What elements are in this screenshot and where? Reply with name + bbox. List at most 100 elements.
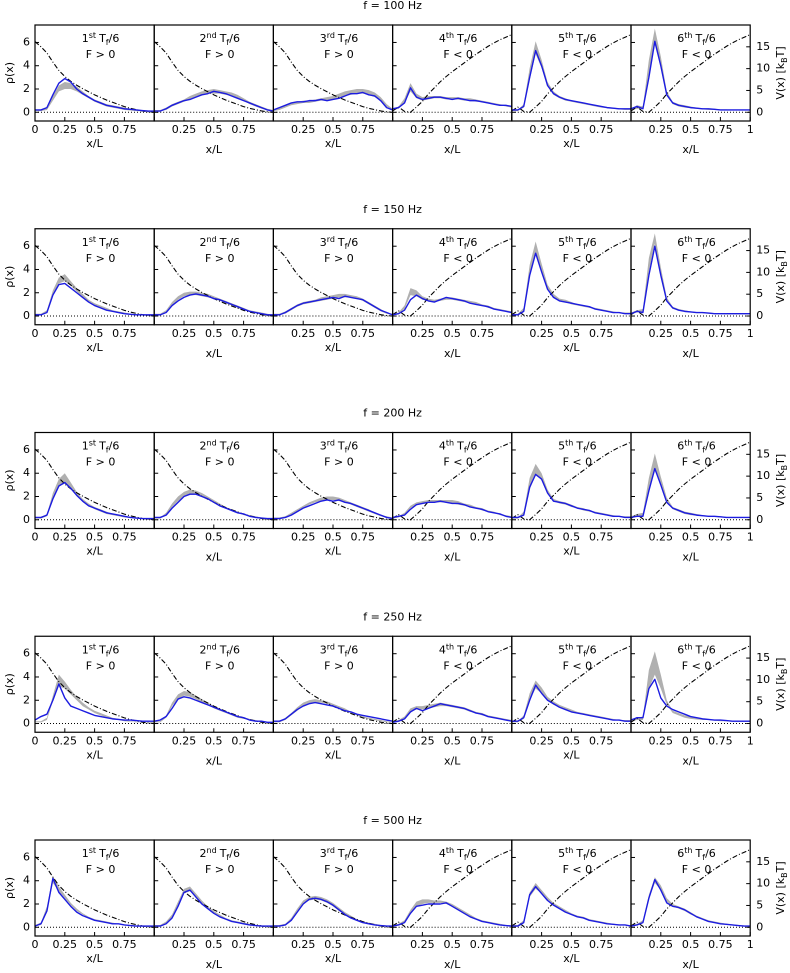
plot-area — [273, 41, 393, 113]
plot-area — [511, 645, 631, 725]
y2-label-text: T] — [774, 861, 787, 873]
x-axis-label: x/L — [86, 341, 103, 354]
period-sub: f — [106, 649, 109, 658]
period: T — [337, 643, 345, 656]
x-tick-label: 0.75 — [708, 123, 733, 136]
x-tick-label: 0.75 — [589, 938, 614, 951]
x-tick-label: 0.5 — [324, 734, 342, 747]
plot-area — [392, 237, 512, 317]
potential-line — [631, 237, 751, 317]
fraction: /6 — [586, 643, 597, 656]
y2-label-text: V(x) [k — [774, 62, 787, 99]
y2-label-text: T] — [774, 250, 787, 262]
ordinal: 3 — [320, 32, 327, 45]
panel-label: 4th Tf/6 — [439, 234, 478, 250]
x-tick-label: 0.75 — [589, 123, 614, 136]
ordinal-suffix: rd — [327, 438, 335, 447]
x-tick-label: 0 — [32, 123, 39, 136]
density-line — [392, 87, 512, 110]
potential-line — [631, 645, 751, 725]
x-tick-label: 1 — [747, 734, 754, 747]
spread-band — [273, 496, 393, 519]
x-tick-label: 0.75 — [470, 327, 495, 340]
y-tick-label: 0 — [23, 105, 30, 118]
y-tick-label: 4 — [23, 670, 30, 683]
x-tick-label: 0.25 — [291, 123, 316, 136]
density-line — [631, 878, 751, 927]
period: T — [695, 236, 703, 249]
x-axis-label: x/L — [325, 545, 342, 558]
density-line — [631, 245, 751, 315]
fraction: /6 — [347, 643, 358, 656]
ordinal-suffix: th — [565, 846, 573, 855]
force-sign: F < 0 — [563, 456, 593, 469]
period-sub: f — [464, 649, 467, 658]
fraction: /6 — [229, 643, 240, 656]
period: T — [456, 643, 464, 656]
fraction: /6 — [347, 847, 358, 860]
ordinal-suffix: nd — [207, 846, 217, 855]
period: T — [98, 440, 106, 453]
x-tick-label: 0.5 — [682, 938, 700, 951]
x-tick-label: 0.25 — [410, 734, 435, 747]
ordinal-suffix: th — [684, 846, 692, 855]
density-line — [511, 885, 631, 927]
ordinal: 3 — [320, 440, 327, 453]
x-axis-label: x/L — [206, 754, 223, 767]
period: T — [695, 847, 703, 860]
ordinal: 2 — [200, 847, 207, 860]
potential-line — [392, 237, 512, 317]
y-tick-label: 0 — [23, 920, 30, 933]
plot-area — [631, 233, 751, 317]
force-sign: F > 0 — [324, 48, 354, 61]
force-sign: F > 0 — [205, 659, 235, 672]
row-title: f = 150 Hz — [363, 203, 422, 216]
y2-axis-label: V(x) [kBT] — [774, 861, 789, 914]
plot-area — [273, 448, 393, 521]
panel-label: 5th Tf/6 — [558, 438, 597, 454]
period-sub: f — [583, 649, 586, 658]
fraction: /6 — [705, 236, 716, 249]
spread-band — [35, 473, 155, 520]
x-tick-label: 0.5 — [86, 531, 104, 544]
x-tick-label: 1 — [747, 938, 754, 951]
force-sign: F < 0 — [682, 252, 712, 265]
density-line — [154, 889, 274, 927]
plot-area — [35, 652, 155, 725]
period: T — [456, 32, 464, 45]
panel: 0.25 0.5 0.75 x/L 4th Tf/6 F < 0 — [392, 431, 513, 564]
period-sub: f — [702, 649, 705, 658]
x-axis-label: x/L — [563, 952, 580, 965]
y2-tick-label: 0 — [756, 309, 763, 322]
fraction: /6 — [705, 847, 716, 860]
x-tick-label: 0.5 — [324, 938, 342, 951]
plot-area — [154, 41, 274, 113]
spread-band — [154, 89, 274, 112]
potential-line — [35, 448, 155, 521]
x-tick-label: 0.25 — [649, 327, 674, 340]
ordinal: 5 — [558, 440, 565, 453]
panel-label: 3rd Tf/6 — [320, 846, 359, 862]
ordinal-suffix: rd — [327, 31, 335, 40]
y2-tick-label: 5 — [756, 695, 763, 708]
period: T — [337, 847, 345, 860]
x-tick-label: 0.5 — [682, 327, 700, 340]
plot-area — [511, 237, 631, 317]
x-tick-label: 0.75 — [589, 734, 614, 747]
x-tick-label: 0.25 — [649, 531, 674, 544]
y2-label-sub: B — [780, 57, 789, 63]
ordinal: 5 — [558, 236, 565, 249]
y-tick-label: 4 — [23, 262, 30, 275]
x-tick-label: 0.25 — [529, 734, 554, 747]
panel-label: 2nd Tf/6 — [200, 438, 240, 454]
period: T — [98, 236, 106, 249]
y-axis-label: ρ(x) — [3, 266, 16, 288]
panel-label: 5th Tf/6 — [558, 642, 597, 658]
force-sign: F < 0 — [563, 48, 593, 61]
